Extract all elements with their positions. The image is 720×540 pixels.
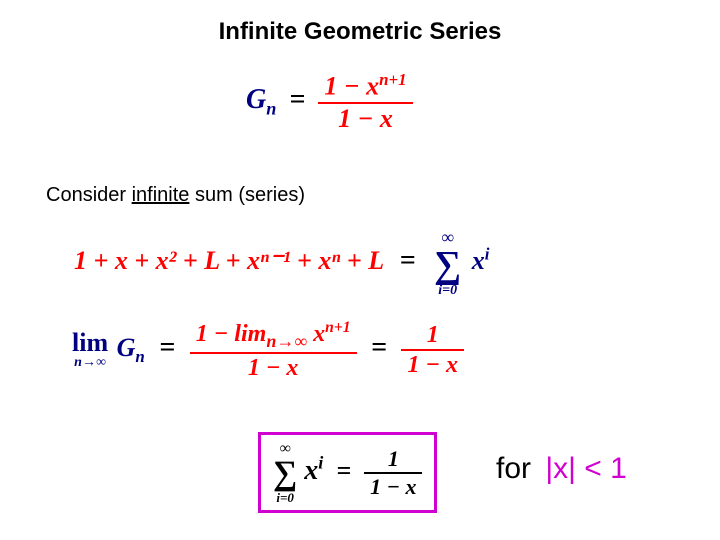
f3-lim-sub: n→∞ [72,356,108,370]
caption: Consider infinite sum (series) [46,184,305,207]
formula-gn: Gn = 1 − xn+1 1 − x [246,72,413,132]
f1-num-sup: n+1 [379,70,406,89]
sigma-icon: ∞ ∑ i=0 [434,228,461,298]
f3-mid-num-post-base: x [307,321,325,347]
f2-xi-base: x [472,246,485,275]
f2-sum-sym: ∑ [434,246,461,284]
f1-den: 1 − x [318,104,412,132]
f3-mid-num-post-sup: n+1 [325,319,350,336]
f3-lim: lim [72,330,108,356]
box-eq: = [330,456,357,485]
slide: Infinite Geometric Series Gn = 1 − xn+1 … [0,0,720,540]
f3-mid-num-pre: 1 − lim [196,321,267,347]
formula-limit: lim n→∞ Gn = 1 − limn→∞ xn+1 1 − x = 1 1… [72,320,464,380]
f3-mid-frac: 1 − limn→∞ xn+1 1 − x [190,320,357,380]
f1-G: G [246,84,266,115]
f3-mid-num-sub: n→∞ [266,331,307,351]
f1-fraction: 1 − xn+1 1 − x [318,72,412,132]
formula-series: 1 + x + x² + L + xⁿ⁻¹ + xⁿ + L = ∞ ∑ i=0… [74,228,489,298]
f3-rhs-frac: 1 1 − x [401,323,464,377]
f2-xi-sup: i [485,244,490,263]
box-num: 1 [364,448,422,474]
f3-G: G [117,333,136,362]
f2-eq: = [390,245,424,276]
f3-eq: = [151,332,183,363]
lim-block: lim n→∞ [72,330,108,370]
box-sum-sym: ∑ [273,457,297,491]
f1-sub: n [266,99,276,119]
box-xi-sup: i [318,453,323,473]
f2-series: 1 + x + x² + L + xⁿ⁻¹ + xⁿ + L [74,246,383,275]
result-box: ∞ ∑ i=0 xi = 1 1 − x [258,432,437,513]
page-title: Infinite Geometric Series [0,18,720,46]
f3-rhs-den: 1 − x [401,351,464,377]
f3-mid-den: 1 − x [190,354,357,380]
f3-rhs-num: 1 [401,323,464,351]
f3-G-sub: n [135,347,144,366]
box-den: 1 − x [364,474,422,498]
box-sum-bot: i=0 [273,491,297,504]
for-word: for [496,452,531,485]
caption-underline: infinite [132,184,190,206]
box-xi-base: x [304,455,318,486]
condition-text: for |x| < 1 [496,452,627,486]
f1-eq: = [283,84,311,115]
caption-post: sum (series) [189,184,305,206]
f3-eq2: = [363,332,395,363]
f1-num-pre: 1 − x [324,72,379,101]
for-cond: |x| < 1 [539,452,626,485]
box-frac: 1 1 − x [364,448,422,498]
caption-pre: Consider [46,184,132,206]
f2-sum-bot: i=0 [434,284,461,298]
sigma-icon: ∞ ∑ i=0 [273,441,297,504]
